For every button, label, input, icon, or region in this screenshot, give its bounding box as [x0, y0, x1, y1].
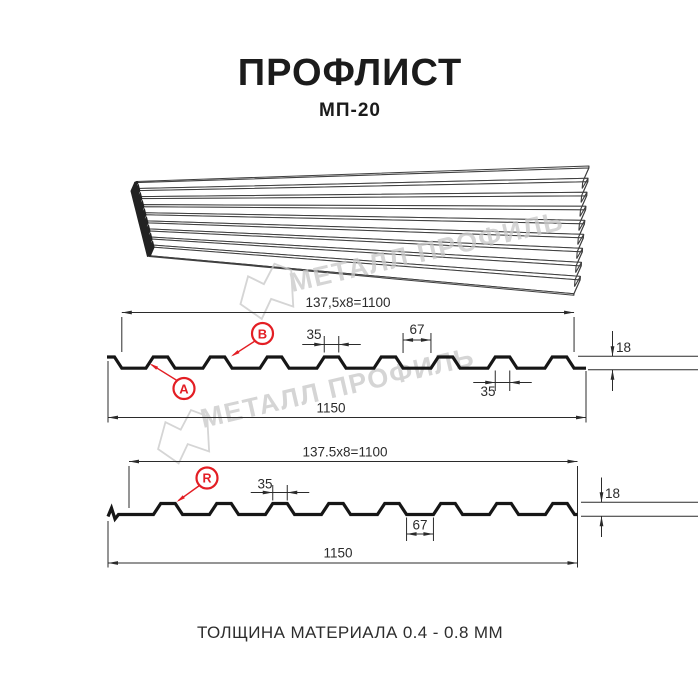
watermark-brand-text: МЕТАЛЛ ПРОФИЛЬ	[198, 342, 478, 434]
page-title: ПРОФЛИСТ	[237, 52, 463, 94]
dim-overall-r: 1150	[323, 546, 352, 561]
marker-r-circle	[195, 466, 219, 490]
dim-working-width-r: 137.5x8=1100	[303, 445, 388, 460]
profile-a-markers: AB	[149, 321, 275, 401]
dim-height-a: 18	[616, 340, 631, 355]
dim-edge-rib-a: 35	[480, 384, 495, 399]
dim-height-r: 18	[605, 486, 620, 501]
profile-r-drawing: 137.5x8=1100 35 18 67 1150	[106, 445, 698, 568]
marker-a-circle	[172, 376, 196, 401]
dim-working-width-a: 137,5x8=1100	[306, 295, 391, 310]
dim-rib-top-a: 35	[306, 327, 321, 342]
profile-a-drawing: 137,5x8=1100 35 67 18 35 1150	[107, 295, 698, 423]
profile-r-markers: R	[176, 466, 219, 502]
marker-a-label: A	[179, 381, 189, 396]
dim-rib-top-r: 35	[257, 477, 272, 492]
dim-valley-r: 67	[412, 518, 427, 533]
sheet-3d-view	[130, 165, 590, 296]
marker-b-circle	[250, 321, 275, 346]
profile-model-subtitle: МП-20	[319, 100, 381, 121]
marker-b-label: B	[258, 326, 267, 341]
thickness-note: ТОЛЩИНА МАТЕРИАЛА 0.4 - 0.8 ММ	[196, 623, 504, 642]
dim-overall-a: 1150	[316, 401, 345, 416]
marker-r-label: R	[202, 472, 211, 486]
dim-valley-a: 67	[409, 322, 424, 337]
